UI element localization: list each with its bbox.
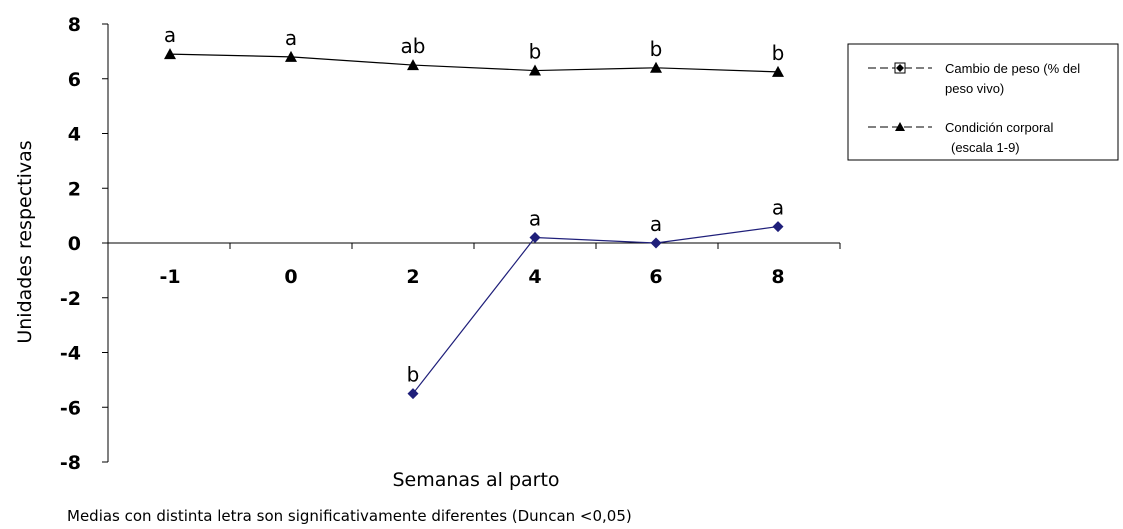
x-tick-label: -1 bbox=[159, 266, 180, 288]
data-point-diamond bbox=[529, 232, 541, 244]
legend: Cambio de peso (% del peso vivo) Condición… bbox=[847, 43, 1119, 161]
y-tick-label: 0 bbox=[68, 233, 81, 255]
data-point-triangle bbox=[650, 61, 662, 73]
y-tick-label: 2 bbox=[68, 178, 81, 200]
legend-label: Cambio de peso (% del bbox=[945, 61, 1080, 76]
significance-letter: a bbox=[772, 196, 784, 220]
series-layer bbox=[164, 48, 784, 400]
y-tick-label: -6 bbox=[60, 397, 81, 419]
data-point-triangle bbox=[529, 64, 541, 76]
x-tick-label: 4 bbox=[528, 266, 541, 288]
significance-letter: a bbox=[650, 212, 662, 236]
significance-letter: a bbox=[164, 23, 176, 47]
x-tick-label: 6 bbox=[649, 266, 662, 288]
y-tick-label: -2 bbox=[60, 288, 81, 310]
data-point-triangle bbox=[285, 50, 297, 62]
y-tick-label: -8 bbox=[60, 452, 81, 474]
legend-label: (escala 1-9) bbox=[951, 140, 1020, 155]
data-point-diamond bbox=[407, 388, 419, 400]
x-tick-label: 8 bbox=[771, 266, 784, 288]
significance-letter: a bbox=[529, 207, 541, 231]
x-axis-ticks: -1 0 2 4 6 8 bbox=[107, 243, 841, 288]
x-tick-label: 0 bbox=[284, 266, 297, 288]
y-axis-ticks: 8 6 4 2 0 -2 -4 -6 -8 bbox=[60, 14, 108, 474]
significance-labels: b a a a a a ab b b b bbox=[164, 23, 784, 386]
legend-label: peso vivo) bbox=[945, 81, 1004, 96]
data-point-triangle bbox=[407, 59, 419, 71]
y-tick-label: 6 bbox=[68, 69, 81, 91]
significance-letter: a bbox=[285, 26, 297, 50]
series-line bbox=[169, 53, 779, 73]
legend-box bbox=[847, 43, 1119, 161]
series-line bbox=[412, 225, 779, 394]
y-axis-title: Unidades respectivas bbox=[14, 140, 36, 343]
data-point-triangle bbox=[772, 65, 784, 77]
y-tick-label: 4 bbox=[68, 124, 81, 146]
legend-marker-diamond bbox=[896, 64, 904, 72]
footnote: Medias con distinta letra son significat… bbox=[67, 507, 632, 525]
significance-letter: ab bbox=[401, 34, 426, 58]
data-point-triangle bbox=[164, 48, 176, 60]
significance-letter: b bbox=[650, 37, 663, 61]
y-tick-label: 8 bbox=[68, 14, 81, 36]
significance-letter: b bbox=[407, 363, 420, 387]
y-tick-label: -4 bbox=[60, 343, 81, 365]
x-tick-label: 2 bbox=[406, 266, 419, 288]
data-point-diamond bbox=[650, 237, 662, 249]
x-axis-title: Semanas al parto bbox=[392, 469, 559, 491]
significance-letter: b bbox=[529, 40, 542, 64]
legend-marker-triangle bbox=[895, 122, 905, 131]
data-point-diamond bbox=[772, 221, 784, 233]
significance-letter: b bbox=[772, 41, 785, 65]
legend-label: Condición corporal bbox=[945, 120, 1054, 135]
